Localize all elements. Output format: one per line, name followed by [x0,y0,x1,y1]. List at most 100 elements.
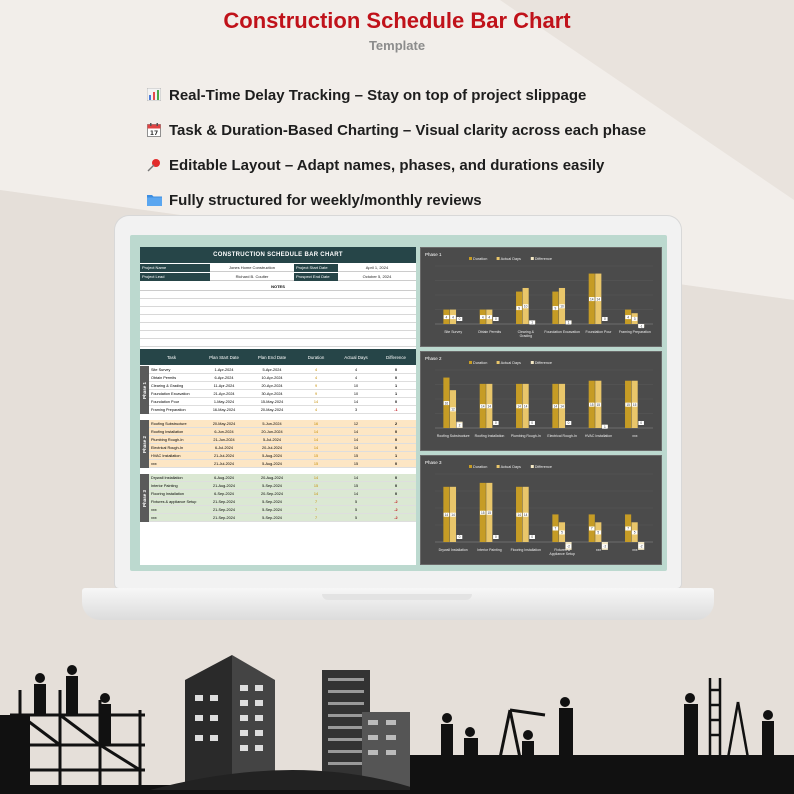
notes-line[interactable] [140,339,416,347]
duration-cell[interactable]: 7 [314,507,318,512]
start-date-cell[interactable]: 6-Apr-2024 [214,375,234,380]
end-date-cell[interactable]: 20-Sep-2024 [261,491,283,496]
actual-days-cell[interactable]: 4 [354,367,358,372]
start-date-cell[interactable]: 1-Apr-2024 [214,367,234,372]
task-cell[interactable]: Obtain Permits [151,375,177,380]
task-cell[interactable]: Clearing & Grading [151,383,184,388]
end-date-cell[interactable]: 30-Apr-2024 [261,391,283,396]
difference-cell[interactable]: -2 [394,515,398,520]
actual-days-cell[interactable]: 14 [353,399,359,404]
difference-cell[interactable]: 0 [394,367,398,372]
task-cell[interactable]: HVAC Installation [151,453,181,458]
difference-cell[interactable]: 0 [394,437,398,442]
notes-line[interactable] [140,331,416,339]
notes-line[interactable] [140,323,416,331]
duration-cell[interactable]: 14 [313,429,319,434]
actual-days-cell[interactable]: 14 [353,475,359,480]
end-date-cell[interactable]: 5-Sep-2024 [262,507,282,512]
duration-cell[interactable]: 7 [314,499,318,504]
task-cell[interactable]: xxx [151,515,157,520]
end-date-cell[interactable]: 15-May-2024 [260,399,284,404]
table-row[interactable]: Electrical Rough-In 6-Jul-2024 20-Jul-2024… [149,444,416,452]
task-cell[interactable]: Foundation Pour [151,399,180,404]
end-date-cell[interactable]: 5-Aug-2024 [262,453,282,458]
table-row[interactable]: HVAC Installation 21-Jul-2024 5-Aug-2024 15… [149,452,416,460]
notes-line[interactable] [140,291,416,299]
difference-cell[interactable]: -1 [394,407,398,412]
duration-cell[interactable]: 4 [314,407,318,412]
notes-line[interactable] [140,315,416,323]
difference-cell[interactable]: -2 [394,499,398,504]
duration-cell[interactable]: 14 [313,399,319,404]
task-cell[interactable]: Roofing Substructure [151,421,187,426]
table-row[interactable]: xxx 21-Sep-2024 5-Sep-2024 7 5 -2 [149,514,416,522]
task-cell[interactable]: Fixtures & appliance Setup [151,499,197,504]
duration-cell[interactable]: 4 [314,367,318,372]
actual-days-cell[interactable]: 5 [354,499,358,504]
table-row[interactable]: Framing Preparation 16-May-2024 20-May-202… [149,406,416,414]
duration-cell[interactable]: 4 [314,375,318,380]
difference-cell[interactable]: 0 [394,445,398,450]
task-cell[interactable]: xxx [151,461,157,466]
duration-cell[interactable]: 14 [313,445,319,450]
start-date-cell[interactable]: 21-Jul-2024 [213,453,235,458]
task-cell[interactable]: Foundation Excavation [151,391,190,396]
end-date-value[interactable]: October 5, 2024 [338,273,416,281]
actual-days-cell[interactable]: 12 [353,421,359,426]
difference-cell[interactable]: 0 [394,483,398,488]
actual-days-cell[interactable]: 10 [353,391,359,396]
project-lead-value[interactable]: Richard B. Coulter [210,273,294,281]
difference-cell[interactable]: 0 [394,475,398,480]
notes-line[interactable] [140,299,416,307]
start-date-cell[interactable]: 21-Apr-2024 [213,391,235,396]
task-cell[interactable]: Roofing Installation [151,429,184,434]
table-row[interactable]: Flooring Installation 6-Sep-2024 20-Sep-20… [149,490,416,498]
end-date-cell[interactable]: 20-Aug-2024 [261,475,283,480]
table-row[interactable]: Fixtures & appliance Setup 21-Sep-2024 5-S… [149,498,416,506]
table-row[interactable]: Roofing Installation 6-Jun-2024 20-Jun-202… [149,428,416,436]
start-date-cell[interactable]: 11-Apr-2024 [213,383,235,388]
table-row[interactable]: Clearing & Grading 11-Apr-2024 20-Apr-2024… [149,382,416,390]
task-cell[interactable]: Drywall Installation [151,475,183,480]
task-cell[interactable]: Electrical Rough-In [151,445,184,450]
actual-days-cell[interactable]: 10 [353,383,359,388]
duration-cell[interactable]: 9 [314,383,318,388]
difference-cell[interactable]: -2 [394,507,398,512]
duration-cell[interactable]: 7 [314,515,318,520]
start-date-cell[interactable]: 21-Jun-2024 [213,437,235,442]
start-date-cell[interactable]: 6-Jun-2024 [214,429,234,434]
end-date-cell[interactable]: 10-Apr-2024 [261,375,283,380]
duration-cell[interactable]: 15 [313,453,319,458]
start-date-cell[interactable]: 21-Sep-2024 [213,507,235,512]
duration-cell[interactable]: 15 [313,461,319,466]
actual-days-cell[interactable]: 5 [354,507,358,512]
table-row[interactable]: Interior Painting 21-Aug-2024 5-Sep-2024 15… [149,482,416,490]
end-date-cell[interactable]: 5-Apr-2024 [262,367,282,372]
difference-cell[interactable]: 1 [394,391,398,396]
end-date-cell[interactable]: 5-Sep-2024 [262,483,282,488]
task-cell[interactable]: Flooring Installation [151,491,184,496]
actual-days-cell[interactable]: 15 [353,461,359,466]
task-cell[interactable]: Interior Painting [151,483,178,488]
start-date-cell[interactable]: 20-May-2024 [212,421,236,426]
start-date-cell[interactable]: 21-Jul-2024 [213,461,235,466]
duration-cell[interactable]: 14 [313,491,319,496]
start-date-value[interactable]: April 1, 2024 [338,264,416,272]
end-date-cell[interactable]: 5-Sep-2024 [262,499,282,504]
end-date-cell[interactable]: 5-Jun-2024 [262,421,282,426]
actual-days-cell[interactable]: 14 [353,491,359,496]
start-date-cell[interactable]: 21-Sep-2024 [213,515,235,520]
task-cell[interactable]: xxx [151,507,157,512]
duration-cell[interactable]: 16 [313,421,319,426]
notes-line[interactable] [140,307,416,315]
start-date-cell[interactable]: 21-Aug-2024 [213,483,235,488]
table-row[interactable]: Obtain Permits 6-Apr-2024 10-Apr-2024 4 4 0 [149,374,416,382]
start-date-cell[interactable]: 6-Aug-2024 [214,475,234,480]
actual-days-cell[interactable]: 5 [354,515,358,520]
difference-cell[interactable]: 2 [394,421,398,426]
task-cell[interactable]: Site Survey [151,367,171,372]
duration-cell[interactable]: 15 [313,483,319,488]
difference-cell[interactable]: 0 [394,491,398,496]
duration-cell[interactable]: 14 [313,475,319,480]
actual-days-cell[interactable]: 15 [353,483,359,488]
